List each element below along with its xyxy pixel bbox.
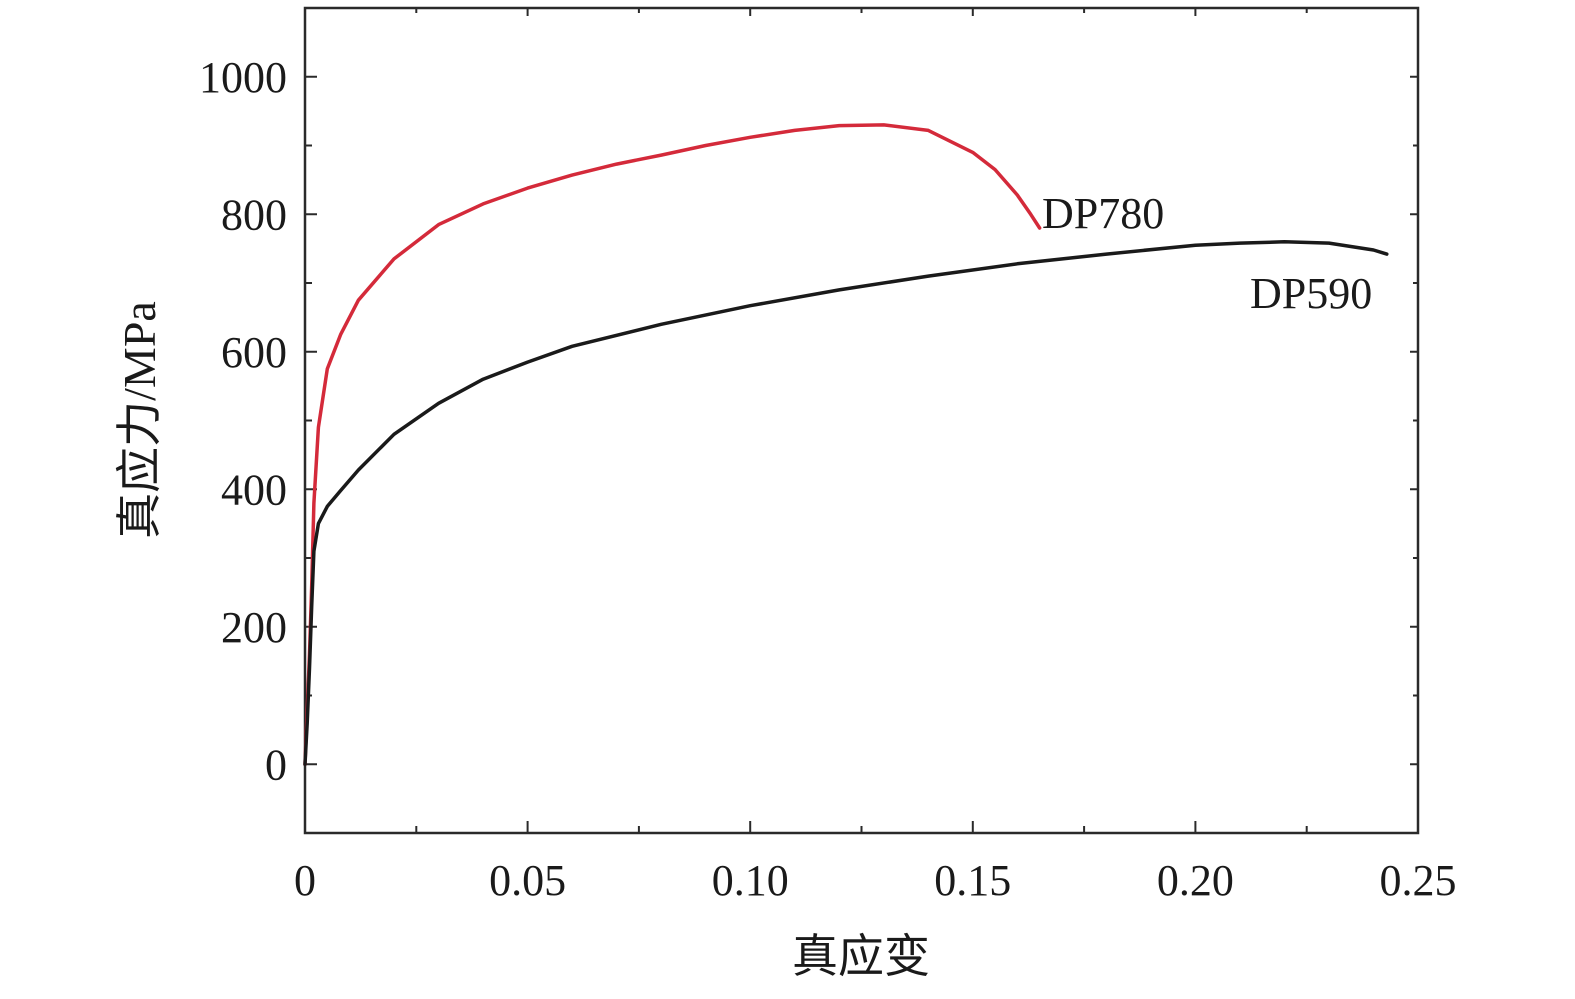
series-lines [303,123,1389,767]
axis-ticks [304,7,1419,834]
y-tick-label: 400 [221,465,287,514]
y-axis-title: 真应力/MPa [114,301,165,539]
tick-labels: 0 200 400 600 800 1000 0 0.05 0.10 0.15 0.20 0.25 [199,53,1457,905]
y-tick-label: 1000 [199,53,287,102]
series-label-dp780: DP780 [1042,189,1164,238]
series-label-dp590: DP590 [1250,269,1372,318]
y-tick-label: 600 [221,328,287,377]
x-tick-label: 0.20 [1157,856,1234,905]
x-tick-label: 0 [294,856,316,905]
x-tick-label: 0.15 [934,856,1011,905]
x-tick-label: 0.05 [489,856,566,905]
plot-frame [303,6,1420,835]
series-line-dp780 [303,123,1042,767]
x-tick-label: 0.10 [712,856,789,905]
y-tick-label: 200 [221,603,287,652]
series-line-dp590 [303,240,1389,767]
y-tick-label: 0 [265,740,287,789]
x-axis-title: 真应变 [792,931,930,982]
y-tick-label: 800 [221,190,287,239]
x-tick-label: 0.25 [1380,856,1457,905]
